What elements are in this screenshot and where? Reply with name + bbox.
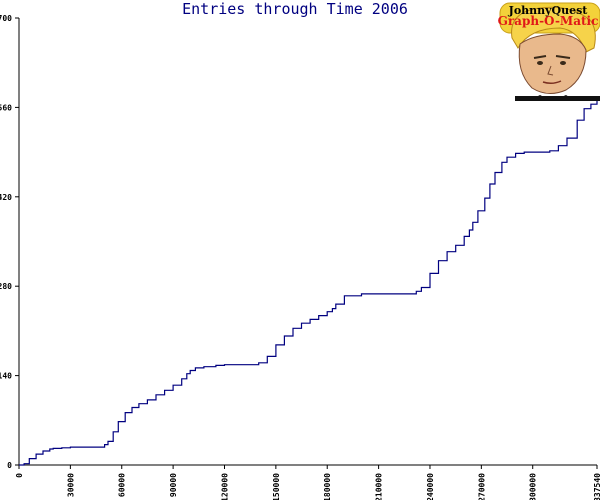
y-tick-label: 560 (0, 103, 12, 112)
x-tick-label: 180000 (323, 473, 332, 500)
x-tick-label: 90000 (169, 473, 178, 497)
x-axis-ticks: 0 30000 60000 90000 120000 150000 180000 210000… (15, 465, 600, 500)
chart-title: Entries through Time 2006 (182, 0, 408, 18)
x-tick-label: 337540 (593, 473, 600, 500)
y-tick-label: 0 (7, 461, 12, 470)
y-tick-label: 420 (0, 193, 12, 202)
johnny-quest-face-icon (511, 6, 600, 101)
x-tick-label: 210000 (375, 473, 384, 500)
x-tick-label: 300000 (529, 473, 538, 500)
y-tick-label: 280 (0, 282, 12, 291)
y-tick-label: 700 (0, 14, 12, 23)
x-tick-label: 120000 (220, 473, 229, 500)
x-tick-label: 270000 (477, 473, 486, 500)
x-tick-label: 150000 (272, 473, 281, 500)
x-tick-label: 60000 (118, 473, 127, 497)
x-tick-label: 240000 (426, 473, 435, 500)
series-group (19, 97, 598, 466)
x-tick-label: 30000 (66, 473, 75, 497)
y-tick-label: 140 (0, 372, 12, 381)
x-tick-label: 0 (15, 473, 24, 478)
logo-line2: Graph-O-Matic (498, 14, 599, 28)
y-axis-ticks: 0 140 280 420 560 700 (0, 14, 19, 470)
graph-o-matic-logo: JohnnyQuest Graph-O-Matic (498, 2, 600, 101)
chart-axes (18, 18, 597, 466)
series-line (19, 97, 598, 466)
logo-line1: JohnnyQuest (508, 4, 589, 17)
